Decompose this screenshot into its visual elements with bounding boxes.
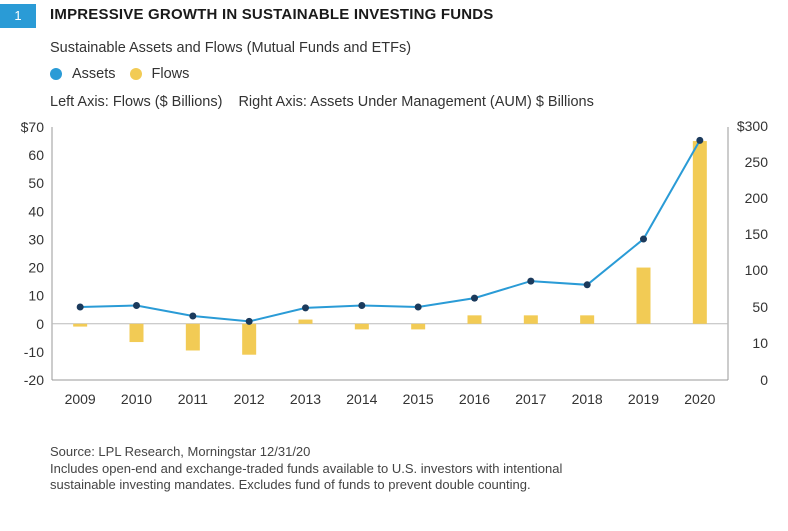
right-tick-label: 10 bbox=[752, 335, 768, 351]
legend-item-assets: Assets bbox=[50, 66, 116, 82]
x-tick-label: 2015 bbox=[403, 391, 434, 407]
bars-layer bbox=[73, 141, 707, 355]
legend: Assets Flows bbox=[50, 66, 189, 82]
right-axis-note: Right Axis: Assets Under Management (AUM… bbox=[238, 94, 594, 110]
left-tick-label: -10 bbox=[24, 344, 44, 360]
chart-footer: Source: LPL Research, Morningstar 12/31/… bbox=[50, 444, 562, 494]
right-tick-label: 0 bbox=[760, 372, 768, 388]
asset-point-2018 bbox=[583, 281, 591, 289]
asset-point-2020 bbox=[696, 136, 704, 144]
flow-bar-2012 bbox=[242, 323, 257, 355]
asset-point-2017 bbox=[527, 277, 535, 285]
x-tick-label: 2010 bbox=[121, 391, 152, 407]
chart-subtitle: Sustainable Assets and Flows (Mutual Fun… bbox=[50, 40, 412, 56]
x-tick-label: 2009 bbox=[65, 391, 96, 407]
flow-bar-2013 bbox=[298, 319, 313, 324]
flow-bar-2011 bbox=[185, 323, 200, 351]
source-note: Source: LPL Research, Morningstar 12/31/… bbox=[50, 444, 311, 459]
x-tick-label: 2011 bbox=[178, 391, 208, 407]
x-tick-label: 2013 bbox=[290, 391, 321, 407]
left-tick-label: 10 bbox=[28, 288, 44, 304]
x-tick-label: 2019 bbox=[628, 391, 659, 407]
flow-bar-2018 bbox=[580, 315, 595, 324]
x-tick-label: 2012 bbox=[234, 391, 265, 407]
flow-bar-2017 bbox=[523, 315, 538, 324]
x-tick-label: 2014 bbox=[346, 391, 377, 407]
assets-line bbox=[80, 139, 701, 323]
asset-point-2012 bbox=[245, 317, 253, 325]
right-tick-label: $300 bbox=[737, 118, 768, 134]
right-tick-label: 50 bbox=[752, 299, 768, 315]
left-tick-label: 40 bbox=[28, 203, 44, 219]
asset-point-2014 bbox=[358, 302, 366, 310]
x-tick-label: 2017 bbox=[515, 391, 546, 407]
asset-point-2016 bbox=[471, 294, 478, 302]
flow-bar-2010 bbox=[129, 323, 144, 343]
asset-point-2015 bbox=[414, 303, 422, 311]
left-tick-label: 50 bbox=[28, 175, 44, 191]
flow-bar-2020 bbox=[692, 141, 707, 324]
flow-bar-2014 bbox=[354, 323, 369, 330]
ticks-layer: $706050403020100-10-20$30025020015010050… bbox=[21, 118, 769, 407]
left-tick-label: 20 bbox=[28, 260, 44, 276]
legend-item-flows: Flows bbox=[129, 66, 190, 82]
right-tick-label: 150 bbox=[745, 226, 769, 242]
x-tick-label: 2016 bbox=[459, 391, 490, 407]
asset-point-2010 bbox=[133, 302, 140, 310]
left-axis-note: Left Axis: Flows ($ Billions) bbox=[50, 94, 223, 110]
left-tick-label: -20 bbox=[24, 372, 44, 388]
line-layer bbox=[76, 136, 704, 325]
asset-point-2009 bbox=[76, 303, 84, 311]
left-tick-label: $70 bbox=[21, 119, 45, 135]
axis-note: Left Axis: Flows ($ Billions) Right Axis:… bbox=[50, 94, 594, 110]
legend-label-flows: Flows bbox=[151, 66, 190, 82]
right-tick-label: 100 bbox=[745, 262, 769, 278]
right-tick-label: 250 bbox=[745, 154, 769, 170]
footnote-line-1: Includes open-end and exchange-traded fu… bbox=[50, 460, 563, 476]
legend-swatch-flows bbox=[129, 68, 142, 80]
axes-layer bbox=[51, 127, 729, 381]
x-tick-label: 2018 bbox=[572, 391, 603, 407]
legend-label-assets: Assets bbox=[72, 66, 116, 82]
right-tick-label: 200 bbox=[745, 190, 769, 206]
left-tick-label: 60 bbox=[28, 147, 44, 163]
left-tick-label: 30 bbox=[28, 231, 44, 247]
x-tick-label: 2020 bbox=[684, 391, 715, 407]
figure-number-badge: 1 bbox=[0, 4, 36, 28]
flow-bar-2016 bbox=[467, 315, 482, 324]
footnote-line-2: sustainable investing mandates. Excludes… bbox=[50, 477, 531, 492]
flow-bar-2009 bbox=[73, 323, 88, 327]
asset-point-2011 bbox=[189, 312, 197, 320]
left-tick-label: 0 bbox=[36, 316, 44, 332]
legend-swatch-assets bbox=[50, 68, 62, 80]
asset-point-2019 bbox=[640, 235, 647, 243]
flow-bar-2015 bbox=[411, 323, 426, 330]
chart-title: IMPRESSIVE GROWTH IN SUSTAINABLE INVESTI… bbox=[50, 6, 494, 23]
asset-point-2013 bbox=[302, 304, 309, 312]
flow-bar-2019 bbox=[636, 267, 651, 324]
